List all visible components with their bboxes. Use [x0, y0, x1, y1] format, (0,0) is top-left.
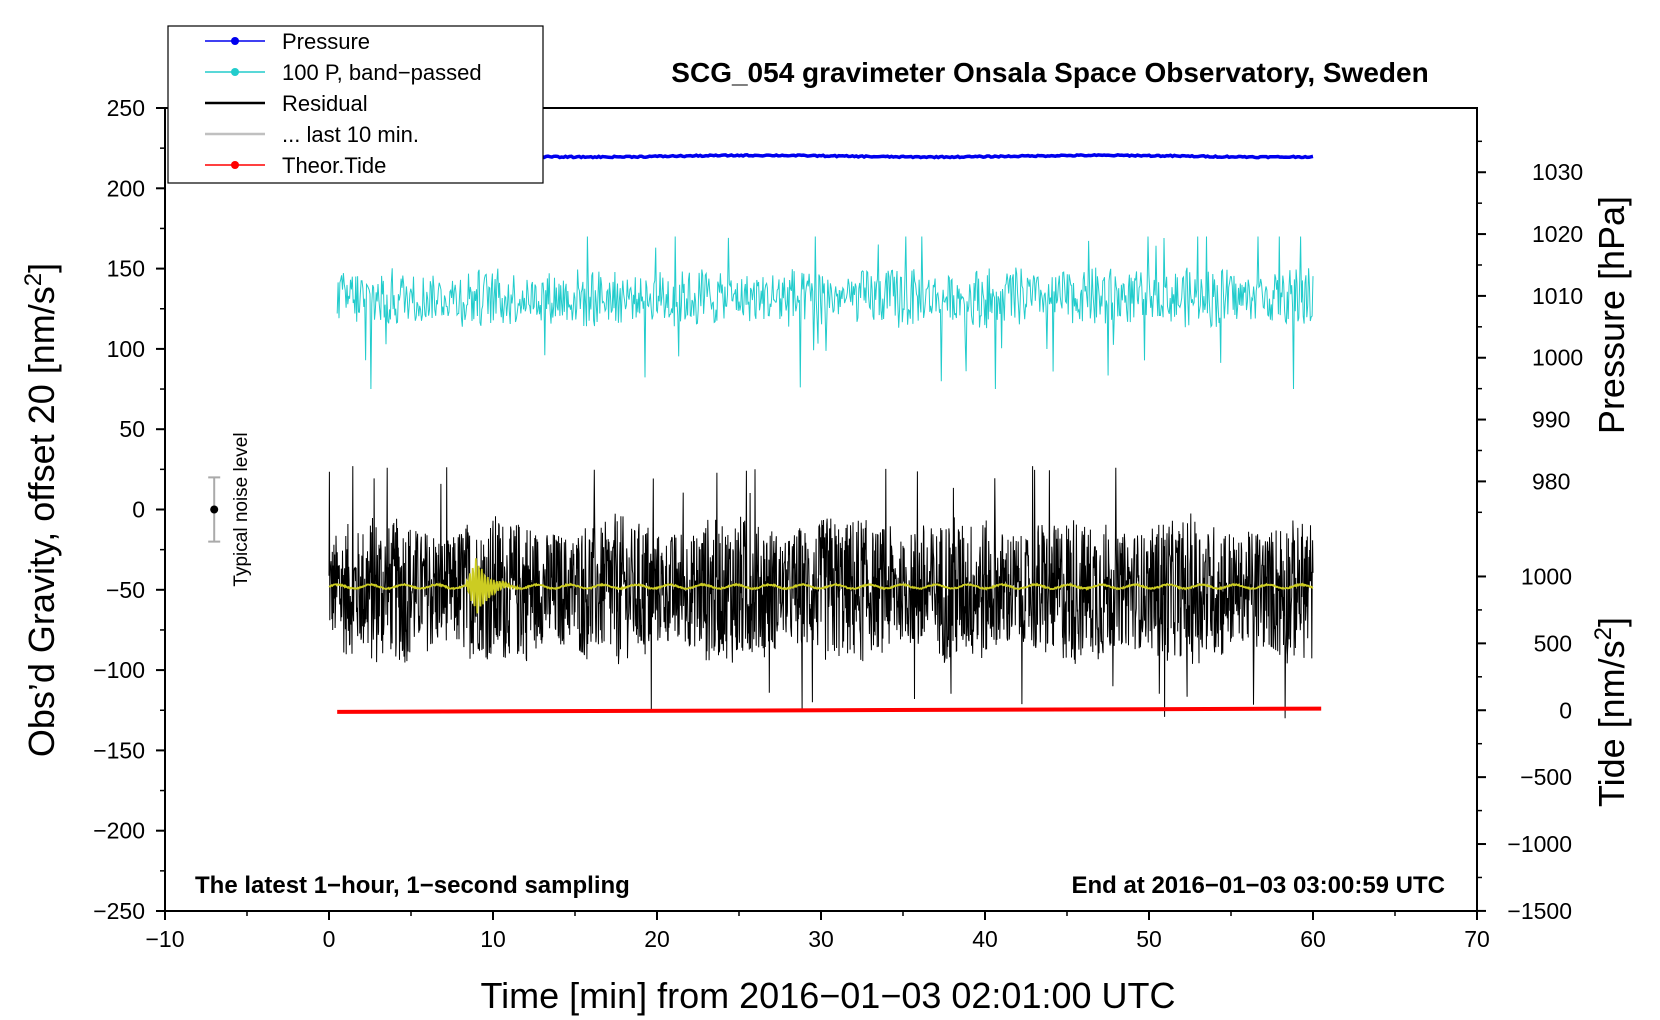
tide-tick-label: 1000 [1521, 563, 1572, 589]
legend-box [167, 25, 544, 184]
x-tick-label: 40 [972, 926, 998, 952]
chart-title: SCG_054 gravimeter Onsala Space Observat… [671, 57, 1428, 88]
y-axis-left-title: Obs’d Gravity, offset 20 [nm/s2] [20, 263, 62, 757]
legend-marker [231, 68, 239, 76]
x-tick-label: −10 [145, 926, 184, 952]
y-axis-tide-title-text: Tide [nm/s [1591, 640, 1632, 807]
x-tick-label: 60 [1300, 926, 1326, 952]
x-axis-title: Time [min] from 2016−01−03 02:01:00 UTC [480, 975, 1175, 1016]
tide-tick-label: −1500 [1507, 898, 1572, 924]
series-theoretical-tide [337, 706, 1322, 714]
y-tick-label: 0 [132, 497, 145, 523]
legend-label: 100 P, band−passed [282, 60, 482, 85]
pressure-tick-label: 990 [1532, 407, 1570, 433]
noise-center-dot [210, 505, 219, 514]
y-axis-tide-title: Tide [nm/s2] [1590, 617, 1632, 807]
x-tick-label: 70 [1464, 926, 1490, 952]
y-tick-label: 50 [119, 416, 145, 442]
y-tick-label: 150 [107, 256, 145, 282]
tide-tick-label: 500 [1534, 630, 1572, 656]
legend-marker [231, 37, 239, 45]
x-axis: −10 0 10 20 30 40 50 60 70 [145, 911, 1490, 952]
plot-layer [328, 152, 1322, 719]
series-residual [328, 466, 1314, 719]
y-axis-left-title-text: Obs’d Gravity, offset 20 [nm/s [21, 286, 62, 757]
pressure-tick-label: 980 [1532, 468, 1570, 494]
noise-label: Typical noise level [231, 432, 252, 586]
y-tick-label: 100 [107, 336, 145, 362]
legend-label: ... last 10 min. [282, 122, 419, 147]
y-tick-label: 250 [107, 95, 145, 121]
legend-label: Residual [282, 91, 368, 116]
pressure-tick-label: 1000 [1532, 345, 1583, 371]
pressure-tick-label: 1010 [1532, 283, 1583, 309]
y-tick-label: −200 [93, 818, 145, 844]
y-tick-label: −250 [93, 898, 145, 924]
annotation-sampling: The latest 1−hour, 1−second sampling [195, 872, 630, 899]
legend: Pressure 100 P, band−passed Residual ... la… [167, 25, 544, 184]
y-axis-tide: 1000 500 0 −500 −1000 −1500 [1477, 563, 1572, 924]
y-axis-left: 250 200 150 100 50 0 −50 −100 −150 −200 −250 [93, 95, 165, 924]
y-axis-left-title-sup: 2 [20, 273, 47, 286]
series-residual-smoothed [328, 558, 1314, 614]
y-tick-label: −100 [93, 657, 145, 683]
x-tick-label: 10 [480, 926, 506, 952]
tide-tick-label: −500 [1520, 764, 1572, 790]
y-tick-label: −150 [93, 737, 145, 763]
legend-label: Theor.Tide [282, 153, 386, 178]
x-tick-label: 20 [644, 926, 670, 952]
pressure-tick-label: 1020 [1532, 221, 1583, 247]
x-tick-label: 0 [323, 926, 336, 952]
annotation-end-time: End at 2016−01−03 03:00:59 UTC [1071, 872, 1445, 899]
x-tick-label: 30 [808, 926, 834, 952]
y-axis-pressure-title: Pressure [hPa] [1591, 196, 1632, 434]
y-axis-pressure: 1030 1020 1010 1000 990 980 [1477, 140, 1583, 514]
tide-tick-label: 0 [1559, 697, 1572, 723]
y-axis-left-title-close: ] [21, 263, 62, 273]
y-axis-tide-title-sup: 2 [1590, 627, 1617, 640]
tide-tick-label: −1000 [1507, 831, 1572, 857]
y-tick-label: 200 [107, 175, 145, 201]
legend-label: Pressure [282, 29, 370, 54]
pressure-tick-label: 1030 [1532, 159, 1583, 185]
plot-frame [164, 107, 1478, 912]
legend-marker [231, 161, 239, 169]
y-tick-label: −50 [106, 577, 145, 603]
y-axis-tide-title-close: ] [1591, 617, 1632, 627]
series-band-passed-pressure [336, 236, 1314, 390]
x-tick-label: 50 [1136, 926, 1162, 952]
noise-level-indicator: Typical noise level [208, 432, 252, 587]
